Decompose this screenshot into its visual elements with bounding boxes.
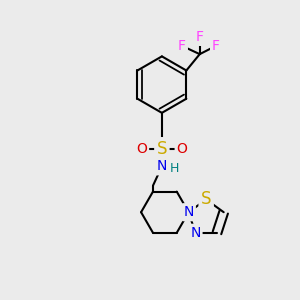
Text: F: F xyxy=(178,39,186,53)
Text: S: S xyxy=(201,190,211,208)
Text: O: O xyxy=(136,142,147,155)
Text: O: O xyxy=(177,142,188,155)
Text: S: S xyxy=(157,140,167,158)
Text: O: O xyxy=(177,142,188,155)
Text: F: F xyxy=(212,39,220,53)
Text: F: F xyxy=(212,39,220,53)
Text: N: N xyxy=(157,159,167,173)
Text: N: N xyxy=(184,205,194,219)
Text: H: H xyxy=(170,162,179,175)
Text: N: N xyxy=(190,226,200,240)
Text: S: S xyxy=(157,140,167,158)
Text: N: N xyxy=(184,205,194,219)
Text: F: F xyxy=(196,30,204,44)
Text: S: S xyxy=(201,190,211,208)
Text: F: F xyxy=(178,39,186,53)
Text: N: N xyxy=(157,159,167,173)
Text: F: F xyxy=(196,30,204,44)
Text: H: H xyxy=(170,162,179,175)
Text: O: O xyxy=(136,142,147,155)
Text: N: N xyxy=(190,226,200,240)
